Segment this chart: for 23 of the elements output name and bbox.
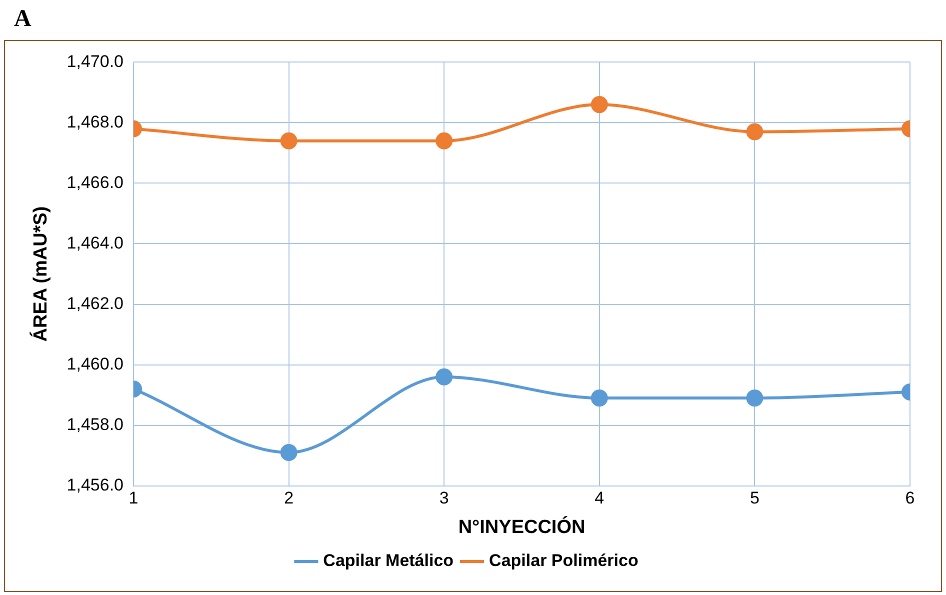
y-tick-label: 1,466.0 <box>66 172 124 192</box>
text: A <box>14 6 32 33</box>
legend-label: Capilar Metálico <box>323 551 454 570</box>
x-tick-label: 3 <box>439 488 449 508</box>
y-tick-label: 1,470.0 <box>66 52 124 71</box>
y-tick-label: 1,468.0 <box>66 112 124 132</box>
y-axis-title: ÁREA (mAU*S) <box>30 206 52 342</box>
x-tick-label: 1 <box>128 488 138 508</box>
x-axis-title: N°INYECCIÓN <box>458 516 586 538</box>
y-tick-label: 1,460.0 <box>66 354 124 374</box>
point <box>590 96 608 114</box>
x-tick-label: 5 <box>750 488 760 508</box>
point <box>436 132 453 150</box>
legend-label: Capilar Polimérico <box>489 551 638 570</box>
y-tick-label: 1,458.0 <box>66 414 124 434</box>
x-tick-label: 2 <box>284 488 294 508</box>
y-tick-label: 1,464.0 <box>66 233 124 252</box>
x-tick-label: 6 <box>905 488 915 508</box>
y-tick-label: 1,462.0 <box>66 294 124 313</box>
y-tick-label: 1,456.0 <box>66 475 124 494</box>
point <box>590 390 608 407</box>
point <box>436 368 453 386</box>
x-tick-label: 4 <box>594 488 604 508</box>
